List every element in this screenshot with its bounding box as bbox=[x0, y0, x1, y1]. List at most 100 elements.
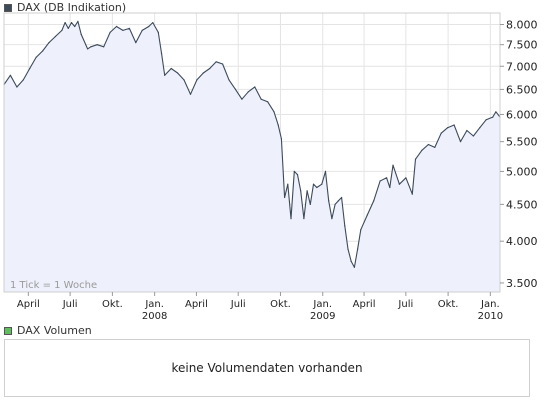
y-tick-label: 5.000 bbox=[506, 165, 538, 178]
data-point bbox=[215, 61, 217, 63]
y-tick-label: 4.500 bbox=[506, 198, 538, 211]
data-point bbox=[389, 186, 391, 189]
data-point bbox=[331, 218, 333, 220]
x-tick-label: Juli bbox=[62, 299, 78, 310]
price-chart-legend: DAX (DB Indikation) bbox=[4, 1, 126, 14]
data-point bbox=[141, 29, 143, 31]
data-point bbox=[347, 248, 349, 250]
data-point bbox=[29, 67, 31, 70]
data-point bbox=[209, 67, 211, 70]
data-point bbox=[300, 190, 302, 192]
data-point bbox=[472, 135, 474, 137]
data-point bbox=[189, 93, 192, 95]
data-point bbox=[157, 31, 159, 33]
price-chart: 3.500 4.000 4.500 5.000 5.500 6.000 6.500 7.000… bbox=[3, 12, 538, 322]
price-legend-label: DAX (DB Indikation) bbox=[17, 1, 127, 14]
data-point bbox=[234, 88, 237, 90]
x-tick-label: April bbox=[17, 299, 40, 310]
data-point bbox=[128, 27, 130, 29]
data-point bbox=[277, 124, 279, 126]
data-point bbox=[440, 132, 442, 134]
data-point bbox=[492, 116, 494, 118]
data-point bbox=[196, 79, 198, 81]
data-point bbox=[87, 48, 89, 50]
data-point bbox=[74, 25, 76, 28]
x-tick-label: Jan. bbox=[480, 299, 500, 310]
data-point bbox=[379, 180, 381, 182]
data-point bbox=[247, 91, 249, 93]
data-point bbox=[321, 183, 323, 185]
data-point bbox=[273, 111, 275, 113]
data-point bbox=[357, 248, 359, 250]
data-point bbox=[392, 164, 394, 166]
y-tick-label: 7.000 bbox=[506, 60, 538, 73]
tick-interval-note: 1 Tick = 1 Woche bbox=[10, 280, 97, 291]
data-point bbox=[421, 149, 423, 151]
data-point bbox=[287, 183, 289, 185]
data-point bbox=[414, 158, 417, 160]
data-point bbox=[96, 44, 98, 46]
data-point bbox=[183, 79, 185, 81]
plot-frame bbox=[3, 12, 501, 293]
data-point bbox=[398, 183, 400, 185]
data-point bbox=[337, 200, 339, 202]
data-point bbox=[241, 98, 243, 100]
data-point bbox=[334, 203, 336, 205]
x-tick-label: April bbox=[353, 299, 376, 310]
data-point bbox=[290, 218, 292, 220]
volume-legend-label: DAX Volumen bbox=[17, 324, 92, 337]
x-tick-year-label: 2008 bbox=[142, 311, 167, 322]
data-point bbox=[280, 138, 282, 140]
volume-chart-legend: DAX Volumen bbox=[4, 324, 92, 337]
data-point bbox=[459, 141, 462, 143]
y-tick-label: 3.500 bbox=[506, 277, 538, 290]
x-tick-label: Okt. bbox=[270, 299, 291, 310]
data-point bbox=[373, 200, 375, 202]
data-point bbox=[61, 29, 63, 31]
x-tick-label: Jan. bbox=[144, 299, 164, 310]
data-point bbox=[328, 200, 330, 202]
y-tick-label: 7.500 bbox=[506, 39, 538, 52]
data-point bbox=[312, 183, 315, 185]
data-point bbox=[386, 177, 388, 179]
data-point bbox=[303, 218, 305, 220]
data-point bbox=[48, 42, 50, 44]
data-point bbox=[360, 229, 362, 231]
data-point bbox=[324, 170, 327, 172]
y-tick-label: 5.500 bbox=[506, 136, 538, 149]
data-point bbox=[67, 27, 69, 29]
data-point bbox=[411, 193, 413, 195]
x-tick-label: Okt. bbox=[102, 299, 123, 310]
data-point bbox=[164, 74, 166, 76]
data-point bbox=[453, 124, 455, 126]
price-legend-swatch bbox=[4, 3, 12, 12]
data-point bbox=[479, 127, 481, 129]
x-tick-year-label: 2010 bbox=[478, 311, 503, 322]
volume-legend-swatch bbox=[4, 326, 12, 335]
volume-panel: keine Volumendaten vorhanden bbox=[4, 339, 530, 397]
data-point bbox=[341, 196, 343, 199]
data-point bbox=[434, 146, 436, 148]
data-point bbox=[103, 46, 105, 48]
y-tick-label: 8.000 bbox=[506, 19, 538, 32]
data-point bbox=[466, 129, 468, 132]
y-tick-label: 6.000 bbox=[506, 108, 538, 121]
data-point bbox=[170, 67, 172, 70]
data-point bbox=[160, 52, 163, 54]
data-point bbox=[80, 33, 82, 36]
data-point bbox=[77, 20, 79, 22]
data-point bbox=[353, 266, 355, 268]
x-tick-label: Juli bbox=[230, 299, 246, 310]
data-point bbox=[22, 79, 24, 81]
data-point bbox=[296, 174, 299, 176]
volume-empty-message: keine Volumendaten vorhanden bbox=[171, 361, 363, 375]
data-point bbox=[16, 86, 18, 88]
data-point bbox=[293, 170, 295, 172]
data-point bbox=[177, 72, 179, 74]
data-point bbox=[427, 143, 429, 146]
y-tick-label: 6.500 bbox=[506, 83, 538, 96]
data-point bbox=[254, 86, 256, 88]
x-tick-label: April bbox=[185, 299, 208, 310]
data-point bbox=[350, 260, 352, 262]
data-point bbox=[202, 72, 204, 74]
